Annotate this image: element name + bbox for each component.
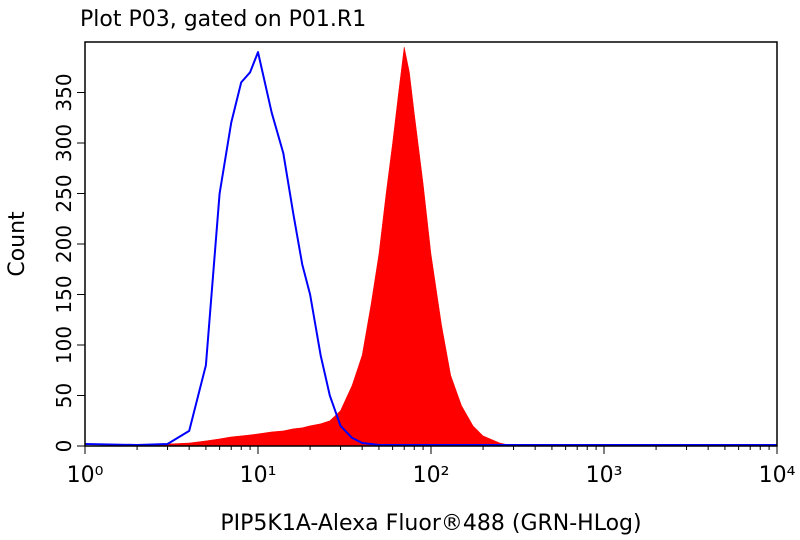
y-axis-label: Count bbox=[5, 211, 30, 277]
chart-title: Plot P03, gated on P01.R1 bbox=[80, 7, 366, 32]
y-tick-label: 0 bbox=[52, 440, 76, 453]
y-tick-label: 250 bbox=[52, 174, 76, 212]
x-tick-label: 10³ bbox=[586, 463, 623, 488]
x-tick-label: 10⁴ bbox=[759, 463, 796, 488]
y-tick-label: 200 bbox=[52, 225, 76, 263]
x-axis-label: PIP5K1A-Alexa Fluor®488 (GRN-HLog) bbox=[220, 511, 641, 536]
y-tick-label: 150 bbox=[52, 275, 76, 313]
histogram-line bbox=[84, 51, 777, 446]
x-tick-label: 10² bbox=[413, 463, 450, 488]
y-tick-label: 50 bbox=[52, 383, 76, 408]
y-tick-label: 350 bbox=[52, 73, 76, 111]
x-tick-label: 10⁰ bbox=[67, 463, 104, 488]
x-tick-label: 10¹ bbox=[240, 463, 277, 488]
y-tick-label: 100 bbox=[52, 326, 76, 364]
filled-histogram bbox=[84, 46, 778, 447]
y-tick-label: 300 bbox=[52, 124, 76, 162]
